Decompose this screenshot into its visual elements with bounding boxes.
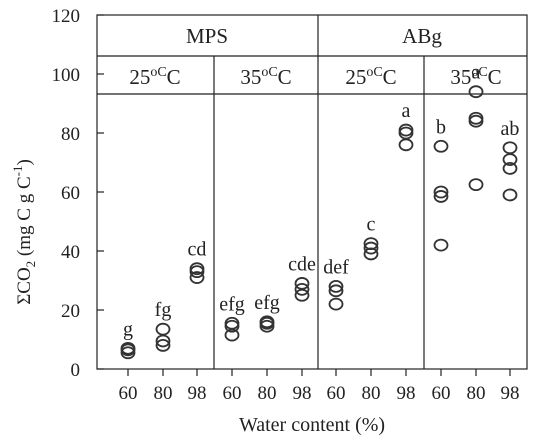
x-tick-label: 98 <box>501 383 520 404</box>
y-tick-label: 20 <box>61 301 80 322</box>
y-tick-label: 100 <box>52 65 81 86</box>
data-point <box>328 297 344 311</box>
data-points <box>120 85 518 360</box>
data-point <box>468 178 484 192</box>
temp-unit-c: C <box>167 65 181 89</box>
significance-letter: cde <box>288 253 316 275</box>
data-point <box>502 188 518 202</box>
x-tick-label: 98 <box>293 383 312 404</box>
temp-unit: oC <box>366 65 382 80</box>
data-point <box>468 111 484 125</box>
x-tick-label: 80 <box>362 383 381 404</box>
soil-label-abg: ABg <box>402 24 442 48</box>
x-tick-label: 80 <box>258 383 277 404</box>
temp-unit-c: C <box>383 65 397 89</box>
data-point <box>328 284 344 298</box>
significance-letter: fg <box>155 299 172 321</box>
y-tick-label: 120 <box>52 6 81 27</box>
temp-label-abg-25: 25oCC <box>345 65 396 89</box>
data-point <box>433 185 449 199</box>
temp-unit-c: C <box>278 65 292 89</box>
data-point <box>398 123 414 137</box>
y-axis-label-close: ) <box>14 159 35 165</box>
data-point <box>433 238 449 252</box>
y-axis-label-sub: 2 <box>23 261 38 268</box>
x-tick-label: 80 <box>467 383 486 404</box>
temp-label-mps-25: 25oCC <box>129 65 180 89</box>
data-point <box>294 277 310 290</box>
data-point <box>468 85 484 99</box>
x-tick-label: 60 <box>119 383 138 404</box>
data-point <box>433 190 449 203</box>
y-tick-label: 40 <box>61 242 80 263</box>
data-point <box>224 316 240 330</box>
y-tick-label: 60 <box>61 183 80 204</box>
y-tick-label: 80 <box>61 124 80 145</box>
data-point <box>189 262 205 276</box>
y-axis: 0 20 40 60 80 100 120 <box>52 6 104 381</box>
significance-letter: efg <box>254 292 280 314</box>
temp-value: 35 <box>240 65 261 89</box>
significance-letter: c <box>367 214 376 236</box>
y-axis-label-sup: -1 <box>10 166 25 177</box>
data-point <box>502 141 518 155</box>
x-axis: 60 80 98 60 80 98 60 80 98 60 80 98 <box>119 369 520 404</box>
significance-letter: a <box>402 100 411 122</box>
data-point <box>363 237 379 251</box>
data-point <box>328 279 344 293</box>
significance-letter: a <box>472 62 481 84</box>
data-point <box>189 271 205 284</box>
data-point <box>398 138 414 152</box>
data-point <box>433 139 449 153</box>
temp-unit: oC <box>261 65 277 80</box>
significance-letter: b <box>436 116 446 138</box>
temp-value: 25 <box>345 65 366 89</box>
data-point <box>155 338 171 352</box>
significance-letter: cd <box>188 239 207 261</box>
x-tick-label: 98 <box>397 383 416 404</box>
significance-letter: def <box>323 256 349 278</box>
y-axis-label: ΣCO2 (mg C g C-1) <box>10 159 38 305</box>
data-point <box>363 241 379 255</box>
data-point <box>502 161 518 175</box>
temp-unit: oC <box>150 65 166 80</box>
data-point <box>120 341 136 355</box>
y-axis-label-units: (mg C g C <box>14 176 35 260</box>
temp-unit-c: C <box>488 65 502 89</box>
y-tick-label: 0 <box>71 360 81 381</box>
x-tick-label: 60 <box>223 383 242 404</box>
temp-value: 35 <box>450 65 471 89</box>
x-tick-label: 98 <box>188 383 207 404</box>
significance-letter: ab <box>501 118 520 140</box>
x-axis-label: Water content (%) <box>239 414 385 436</box>
temp-label-abg-35: 35oCC <box>450 65 501 89</box>
data-point <box>155 322 171 336</box>
x-tick-label: 80 <box>154 383 173 404</box>
x-tick-label: 60 <box>327 383 346 404</box>
y-axis-label-main: ΣCO <box>14 267 35 304</box>
temp-value: 25 <box>129 65 150 89</box>
temp-unit: oC <box>471 65 487 80</box>
temp-label-mps-35: 35oCC <box>240 65 291 89</box>
data-point <box>294 282 310 296</box>
x-tick-label: 60 <box>432 383 451 404</box>
significance-letter: efg <box>219 293 245 315</box>
data-point <box>259 315 275 329</box>
significance-letter: g <box>123 318 133 340</box>
soil-label-mps: MPS <box>186 24 228 48</box>
